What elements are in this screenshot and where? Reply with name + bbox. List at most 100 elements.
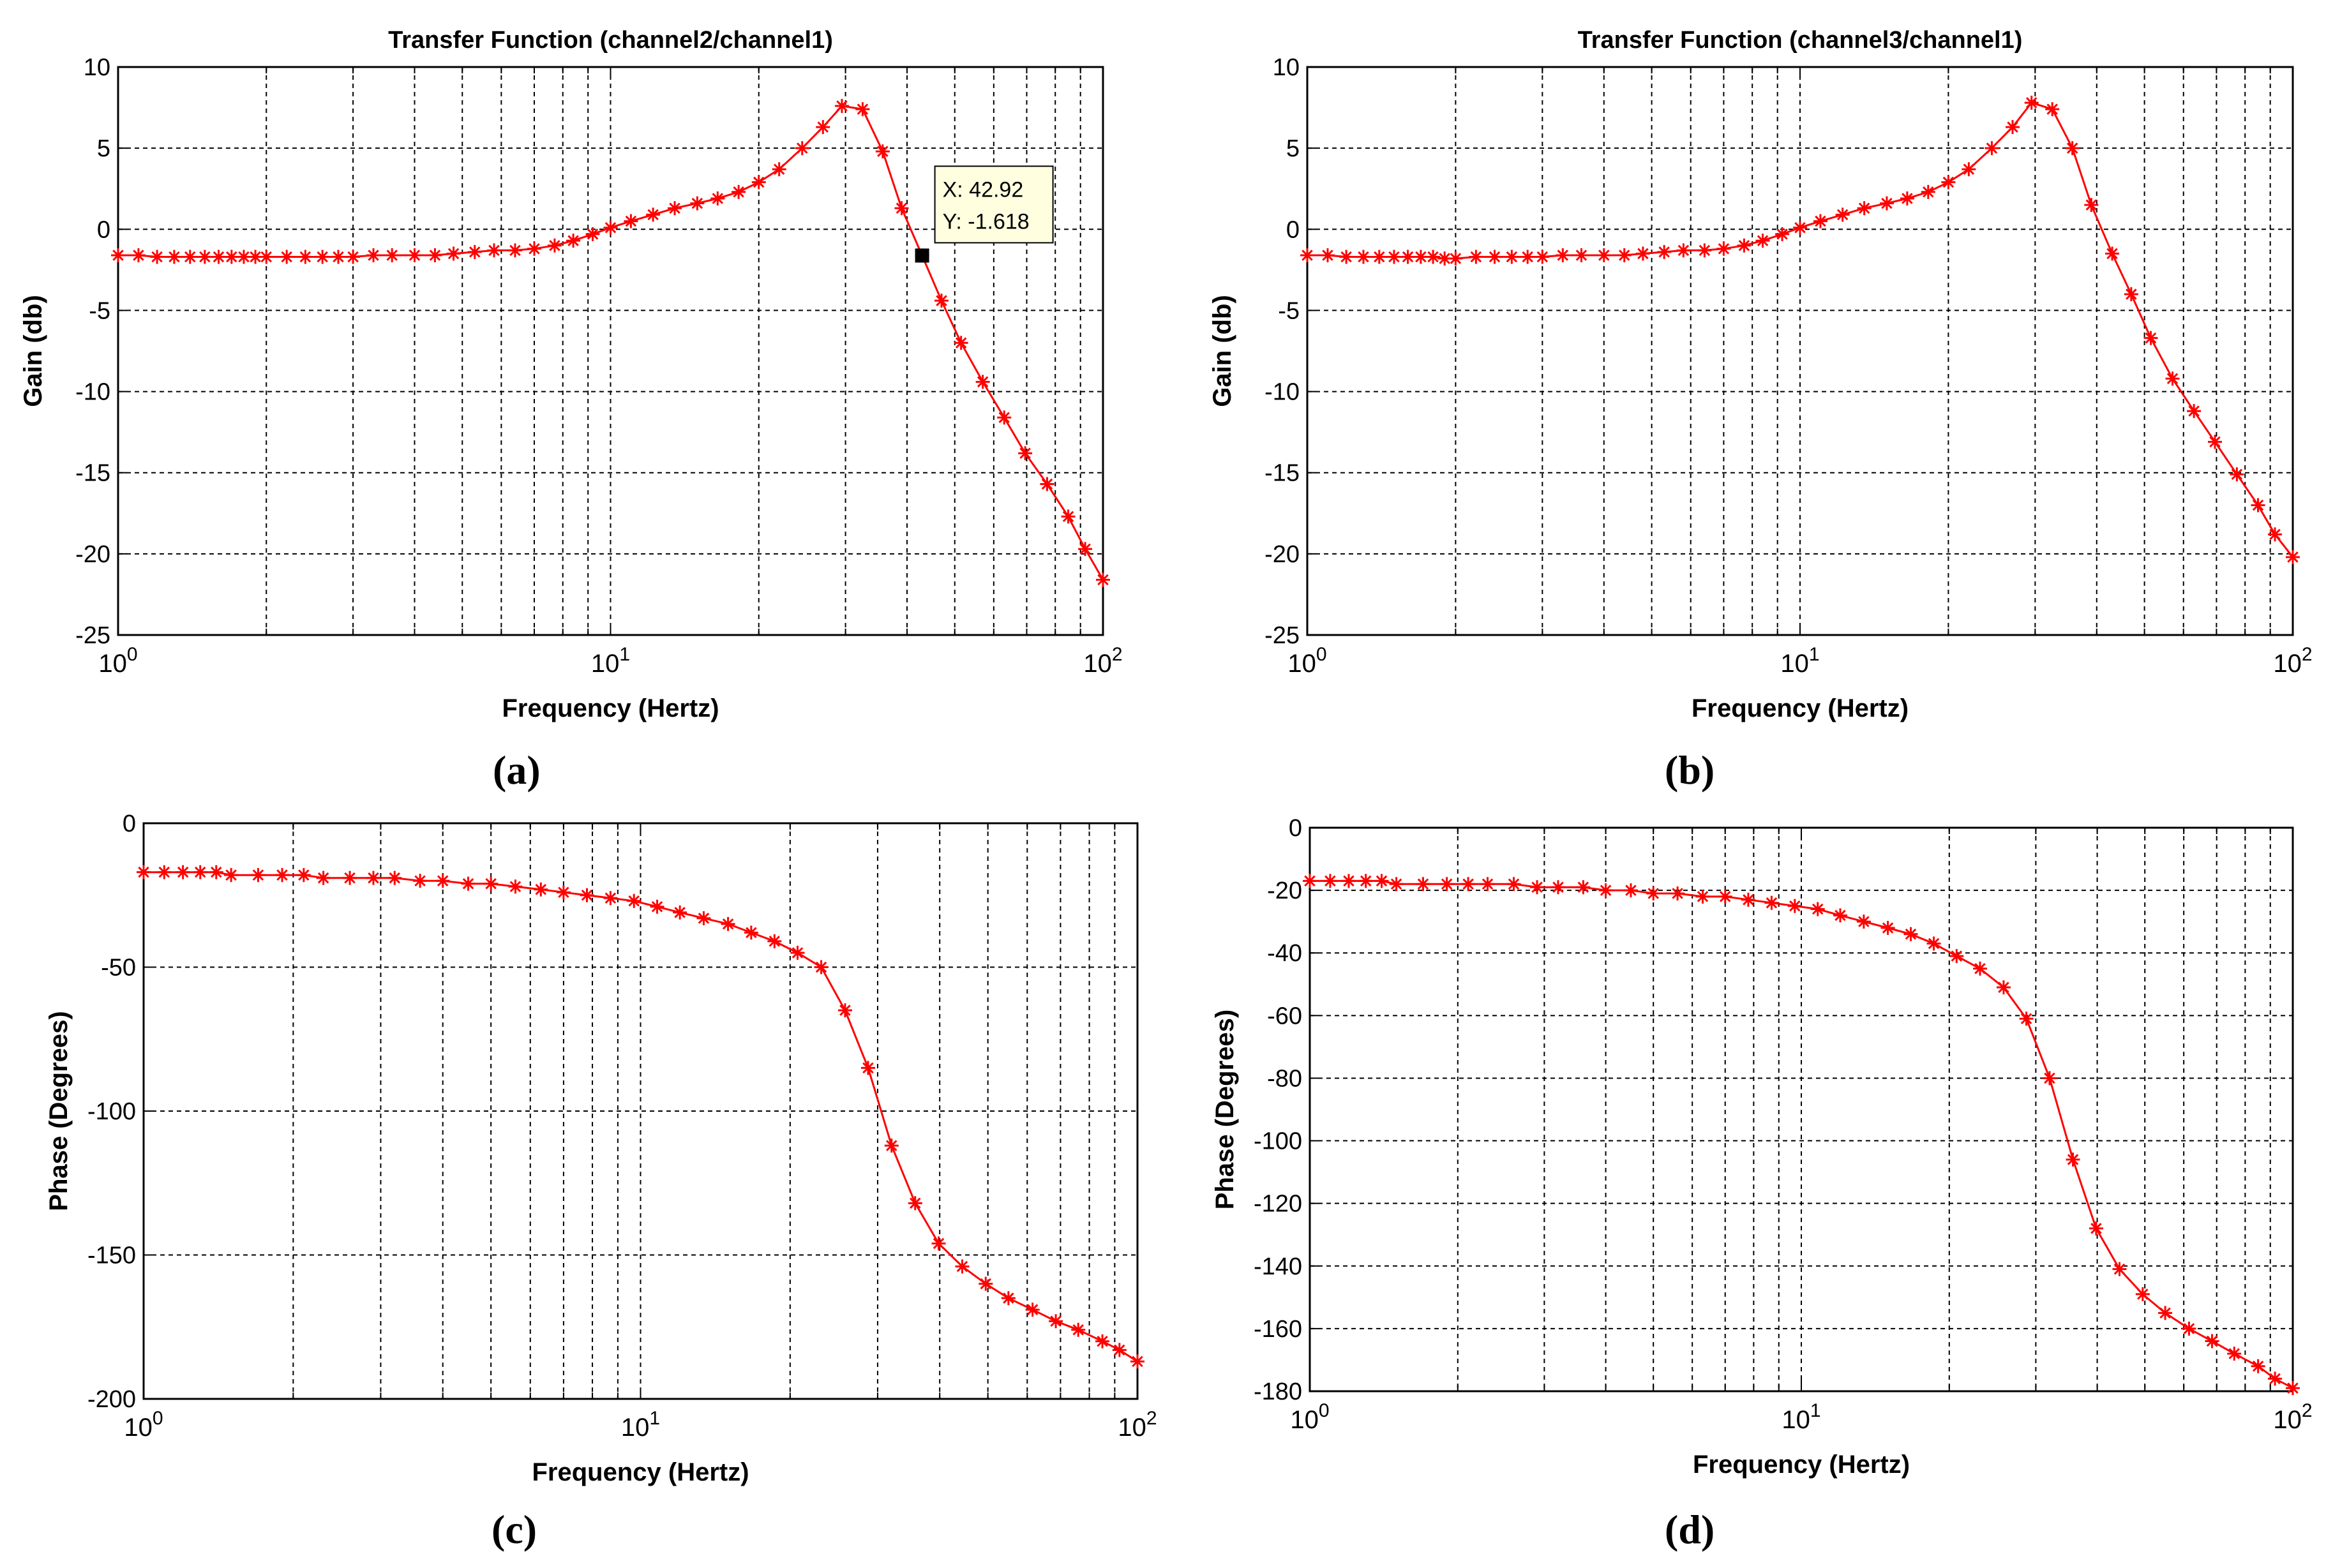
x-tick-label: 102 [2273, 1400, 2312, 1434]
data-point [275, 868, 290, 883]
data-point [834, 99, 849, 114]
y-tick-label: -50 [101, 955, 136, 982]
data-point [248, 250, 263, 264]
data-point [197, 250, 212, 264]
data-point [585, 227, 600, 241]
data-point [627, 893, 642, 908]
data-point [1793, 220, 1807, 235]
data-point [280, 250, 294, 264]
x-tick-label: 102 [2273, 644, 2312, 678]
y-tick-label: 0 [97, 216, 110, 243]
y-tick-label: -180 [1254, 1378, 1302, 1405]
data-point [1520, 250, 1535, 264]
data-point [1300, 248, 1314, 262]
data-point [2135, 1287, 2150, 1301]
data-point [1900, 191, 1914, 205]
y-tick-label: -100 [1254, 1128, 1302, 1155]
data-point [624, 214, 638, 228]
data-point [816, 120, 830, 135]
data-point [1550, 880, 1565, 895]
data-point [446, 246, 461, 261]
data-point [2066, 1152, 2080, 1167]
x-axis-label: Frequency (Hertz) [1692, 694, 1909, 722]
data-point [668, 201, 682, 216]
y-tick-label: -25 [75, 622, 110, 649]
y-tick-label: 5 [1286, 135, 1300, 162]
x-tick-label: 102 [1118, 1408, 1157, 1442]
data-point [508, 879, 523, 894]
data-point [1833, 908, 1847, 923]
x-tick-label: 101 [621, 1408, 660, 1442]
data-point [366, 870, 380, 885]
y-tick-label: -160 [1254, 1316, 1302, 1343]
datatip-marker [915, 248, 929, 263]
data-point [837, 1003, 852, 1018]
data-point [875, 144, 890, 159]
data-point [1374, 874, 1389, 888]
data-point [1903, 927, 1918, 941]
data-point [435, 874, 450, 888]
data-point [2251, 498, 2265, 512]
datatip-x-label: X: 42.92 [943, 177, 1024, 202]
data-point [150, 250, 165, 264]
data-point [2251, 1359, 2265, 1373]
data-point [461, 876, 476, 891]
data-point [2084, 198, 2099, 213]
data-point [1389, 877, 1404, 892]
data-point [2042, 1071, 2057, 1086]
data-point [1574, 248, 1589, 262]
data-point [331, 250, 345, 264]
grid [1307, 67, 2293, 635]
data-point [1941, 175, 1956, 190]
data-point [710, 191, 725, 205]
data-point [1426, 250, 1441, 264]
y-tick-label: 0 [1289, 815, 1302, 842]
data-point [2165, 371, 2180, 386]
datatip-box [934, 165, 1054, 244]
data-point [366, 248, 381, 262]
data-point [1386, 250, 1401, 264]
chart-title: Transfer Function (channel2/channel1) [388, 27, 833, 54]
data-point [2208, 435, 2223, 449]
x-axis-label: Frequency (Hertz) [1693, 1451, 1910, 1479]
data-point [767, 934, 782, 948]
data-point [1487, 250, 1502, 264]
data-point [298, 250, 313, 264]
y-tick-label: -10 [75, 379, 110, 406]
data-point [1576, 880, 1591, 895]
data-point [954, 336, 968, 350]
data-point [696, 911, 711, 925]
data-point [1323, 874, 1337, 888]
data-point [1880, 920, 1895, 935]
data-point [251, 868, 266, 883]
data-point [2230, 467, 2244, 482]
data-point [316, 870, 331, 885]
data-point [315, 250, 330, 264]
data-point [1695, 889, 1710, 904]
y-tick-label: -80 [1267, 1065, 1302, 1092]
data-point [1341, 874, 1356, 888]
data-point [484, 876, 499, 891]
data-point [1646, 886, 1661, 901]
data-point [1635, 246, 1650, 261]
data-point [580, 888, 594, 902]
data-point [1996, 980, 2011, 995]
data-point [2268, 527, 2283, 542]
y-tick-label: -5 [89, 297, 110, 324]
data-point [1469, 250, 1483, 264]
data-point [721, 916, 735, 931]
x-tick-label: 101 [591, 644, 630, 678]
data-point [1480, 877, 1495, 892]
data-point [2227, 1347, 2242, 1361]
x-tick-label: 100 [124, 1408, 163, 1442]
data-point [772, 162, 786, 177]
data-point [2045, 102, 2060, 117]
data-point [2112, 1262, 2127, 1276]
data-point [1096, 572, 1110, 587]
data-point [1303, 874, 1317, 888]
data-point [2205, 1334, 2219, 1348]
data-point [2024, 95, 2039, 110]
